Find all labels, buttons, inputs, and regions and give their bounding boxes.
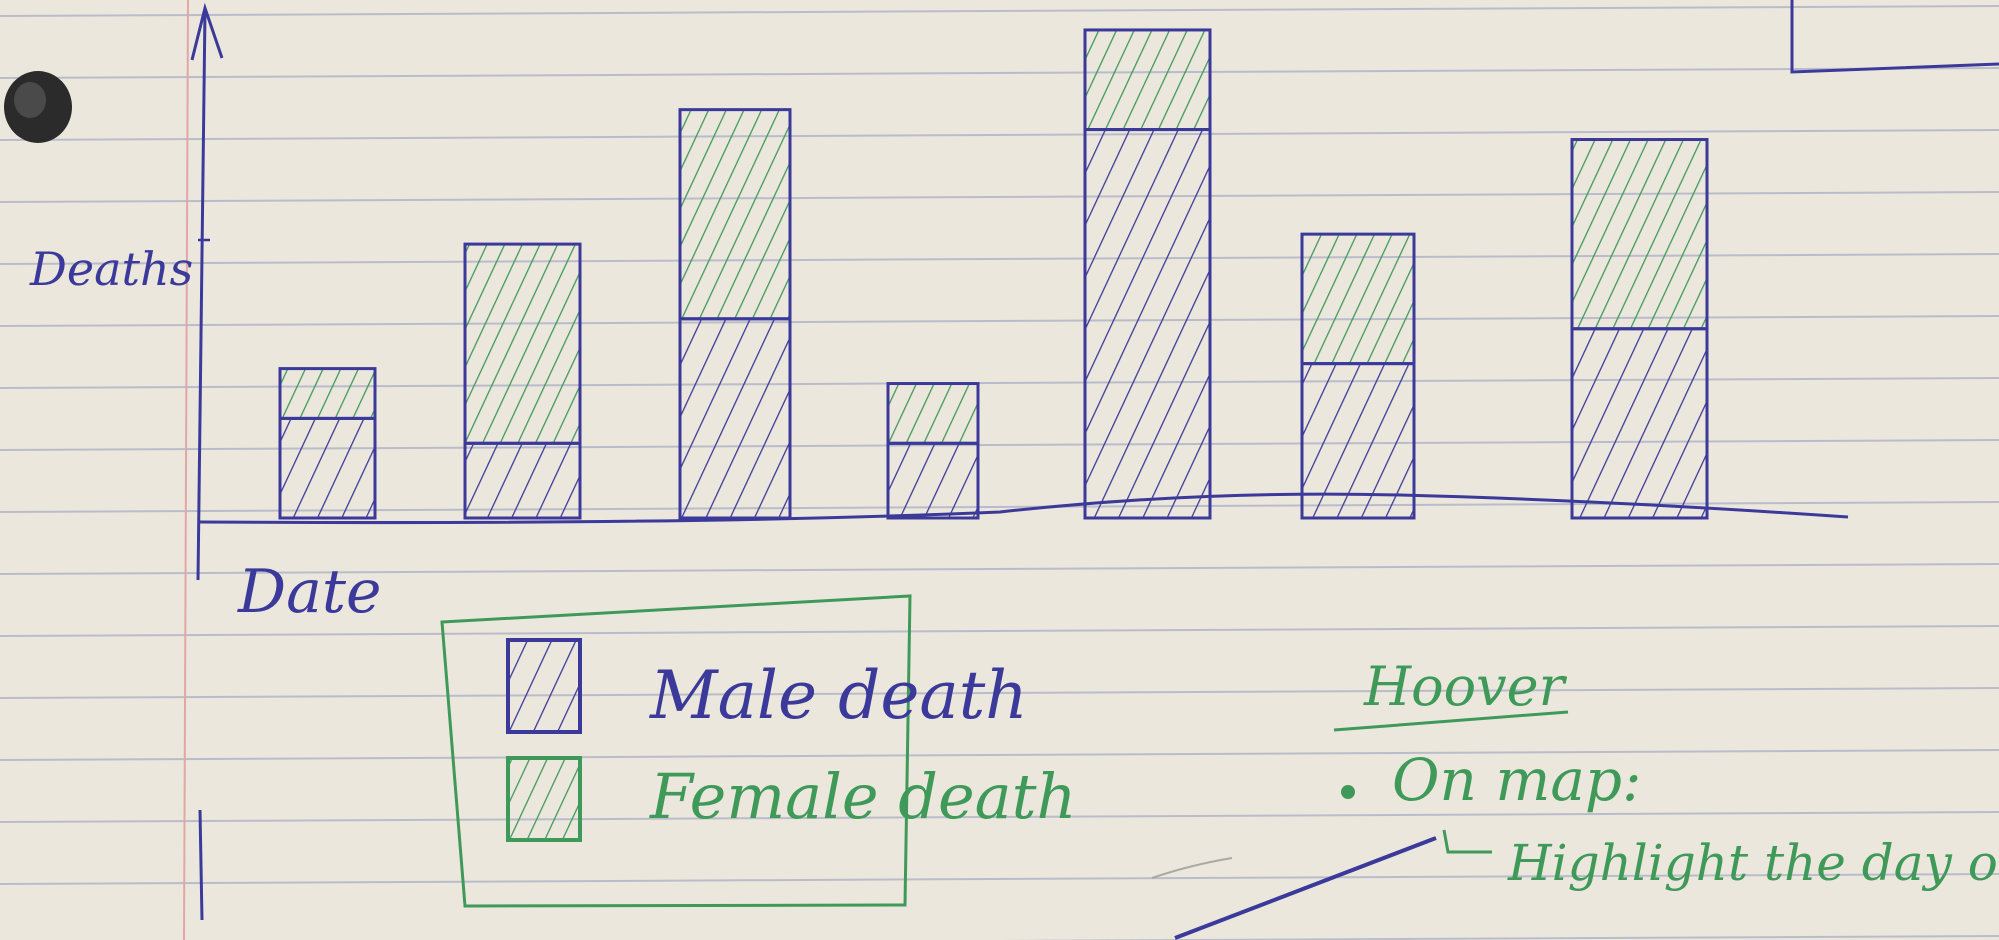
bar-female-segment	[463, 242, 582, 445]
faint-pencil-mark	[1151, 857, 1233, 879]
bar-male-segment	[463, 441, 582, 520]
rule-line	[0, 563, 1999, 575]
legend-label-male: Male death	[649, 657, 1028, 734]
bar-female-segment	[278, 367, 377, 420]
rule-line	[0, 129, 1999, 141]
bar-female-segment	[1083, 28, 1212, 132]
rule-line	[0, 67, 1999, 79]
bar-female-segment	[1570, 138, 1709, 331]
margin-line	[183, 0, 189, 940]
legend-label-female: Female death	[649, 760, 1077, 833]
rule-line	[0, 687, 1999, 699]
y-axis-arrowhead	[190, 2, 224, 61]
y-axis-label: Deaths	[29, 242, 193, 296]
rule-line	[0, 873, 1999, 885]
notes-heading-underline	[1333, 710, 1569, 732]
rule-line	[0, 625, 1999, 637]
rule-line	[999, 935, 1999, 940]
corner-box-fragment	[1790, 0, 1999, 74]
bullet-dot	[1341, 785, 1355, 799]
legend-swatch-female	[506, 756, 582, 842]
bars-group	[278, 28, 1709, 520]
stray-ink-line	[1174, 836, 1437, 940]
bar-female-segment	[1300, 232, 1416, 366]
bar-male-segment	[278, 416, 377, 520]
margin-mark	[198, 809, 204, 921]
y-axis	[196, 9, 207, 581]
punch-hole-highlight	[14, 82, 46, 118]
bar-male-segment	[886, 441, 980, 520]
bar-male-segment	[678, 317, 792, 520]
rule-line	[0, 811, 1999, 823]
legend-swatch-male	[506, 638, 582, 734]
notes-heading: Hoover	[1363, 655, 1568, 718]
notes-bullet: On map:	[1392, 746, 1642, 814]
notes-sub-item: Highlight the day on	[1507, 834, 1999, 892]
rule-line	[0, 5, 1999, 17]
x-axis-label: Date	[237, 557, 382, 627]
sub-item-arrow	[1442, 829, 1492, 854]
bar-male-segment	[1300, 362, 1416, 520]
legend-box	[440, 594, 912, 908]
bar-male-segment	[1570, 327, 1709, 520]
bar-female-segment	[678, 108, 792, 321]
bar-female-segment	[886, 382, 980, 445]
bar-male-segment	[1083, 128, 1212, 520]
rule-line	[0, 749, 1999, 761]
